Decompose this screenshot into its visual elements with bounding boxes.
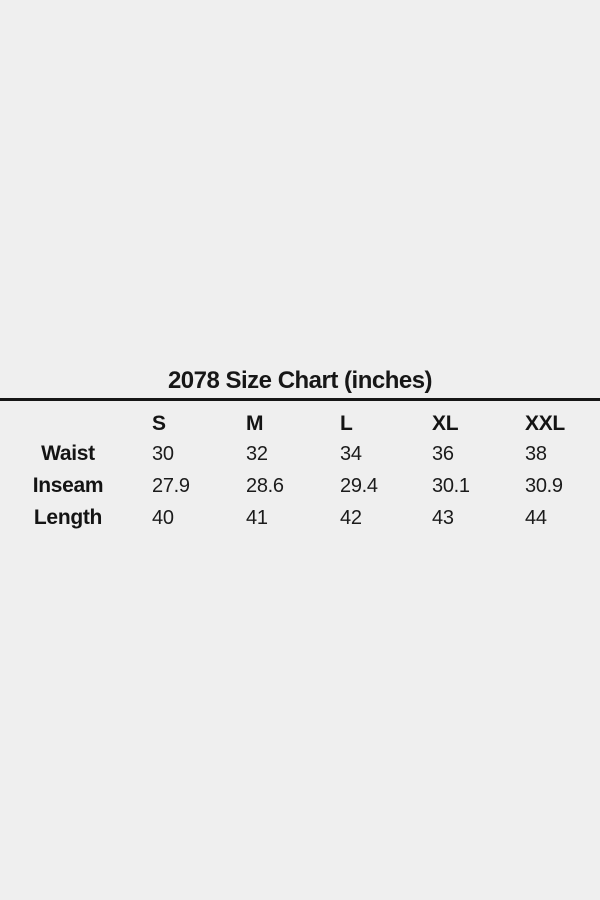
length-s-value: 40 — [152, 506, 174, 529]
length-l-value: 42 — [340, 506, 362, 529]
length-xl-value: 43 — [432, 506, 454, 529]
length-xxl-value: 44 — [525, 506, 547, 529]
inseam-m-value: 28.6 — [246, 474, 284, 497]
row-label-waist: Waist — [41, 442, 95, 465]
inseam-xxl-value: 30.9 — [525, 474, 563, 497]
waist-l-value: 34 — [340, 442, 362, 465]
inseam-xl-value: 30.1 — [432, 474, 470, 497]
waist-s-value: 30 — [152, 442, 174, 465]
waist-xxl-value: 38 — [525, 442, 547, 465]
waist-xl-value: 36 — [432, 442, 454, 465]
column-header-xxl: XXL — [525, 412, 565, 435]
length-m-value: 41 — [246, 506, 268, 529]
column-header-xl: XL — [432, 412, 459, 435]
waist-m-value: 32 — [246, 442, 268, 465]
column-header-m: M — [246, 412, 264, 435]
size-table: S M L XL XXL Waist 30 32 34 36 38 Inseam… — [0, 406, 600, 534]
row-label-length: Length — [33, 506, 103, 529]
chart-title: 2078 Size Chart (inches) — [167, 367, 433, 394]
title-divider-rule — [0, 398, 600, 401]
row-label-inseam: Inseam — [32, 474, 104, 497]
table-corner-cell — [0, 406, 136, 442]
column-header-l: L — [340, 412, 353, 435]
column-header-s: S — [152, 412, 166, 435]
inseam-s-value: 27.9 — [152, 474, 190, 497]
inseam-l-value: 29.4 — [340, 474, 378, 497]
